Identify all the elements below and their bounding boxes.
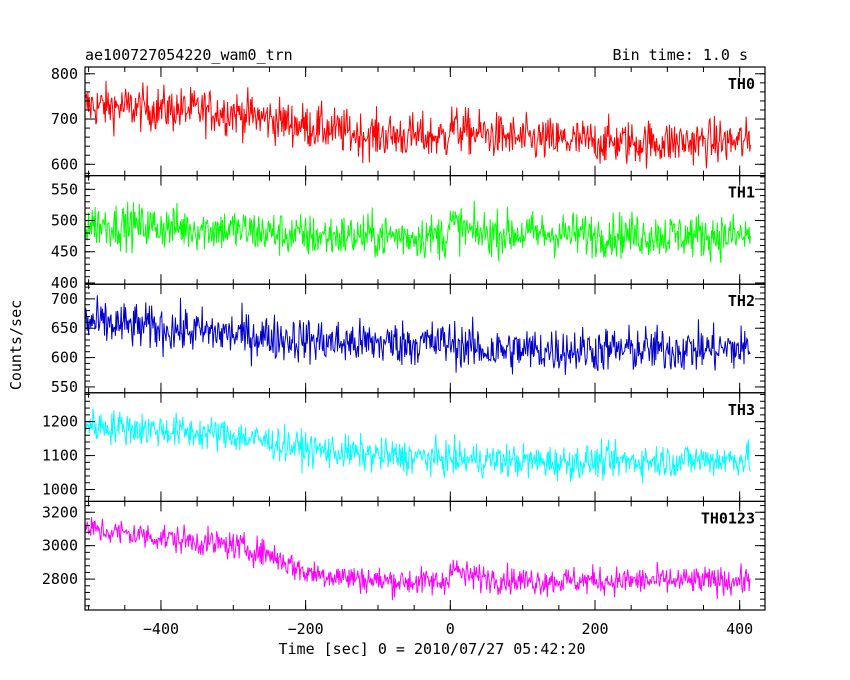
y-tick-label: 700 [51,110,78,128]
bin-time-label: Bin time: 1.0 s [612,46,748,64]
x-tick-label: 0 [446,620,455,638]
panel-label-th0123: TH0123 [701,509,755,527]
y-tick-label: 700 [51,290,78,308]
y-tick-label: 450 [51,243,78,261]
y-tick-label: 600 [51,155,78,173]
series-line-th3 [85,408,751,484]
series-line-th1 [85,200,751,264]
series-line-th0 [85,80,751,169]
y-tick-label: 3000 [42,537,78,555]
y-tick-label: 1200 [42,413,78,431]
x-tick-label: 200 [581,620,608,638]
y-tick-label: 500 [51,212,78,230]
panel-frame [84,500,766,611]
x-tick-label: 400 [726,620,753,638]
y-tick-label: 2800 [42,570,78,588]
panel-label-th1: TH1 [728,184,755,202]
y-tick-label: 400 [51,274,78,292]
y-tick-label: 600 [51,349,78,367]
panel-label-th2: TH2 [728,292,755,310]
x-axis-label: Time [sec] 0 = 2010/07/27 05:42:20 [278,640,586,658]
y-tick-label: 550 [51,180,78,198]
panel-frame [84,175,766,285]
series-line-th0123 [85,516,751,601]
x-tick-label: −400 [143,620,179,638]
panel-label-th3: TH3 [728,401,755,419]
panel-label-th0: TH0 [728,75,755,93]
x-tick-label: −200 [288,620,324,638]
y-tick-label: 3200 [42,503,78,521]
series-line-th2 [85,295,751,375]
y-tick-label: 800 [51,65,78,83]
y-tick-label: 1000 [42,481,78,499]
y-tick-label: 1100 [42,447,78,465]
observation-title: ae100727054220_wam0_trn [85,46,293,64]
panel-frame [84,66,766,177]
y-tick-label: 550 [51,378,78,396]
y-tick-label: 650 [51,319,78,337]
